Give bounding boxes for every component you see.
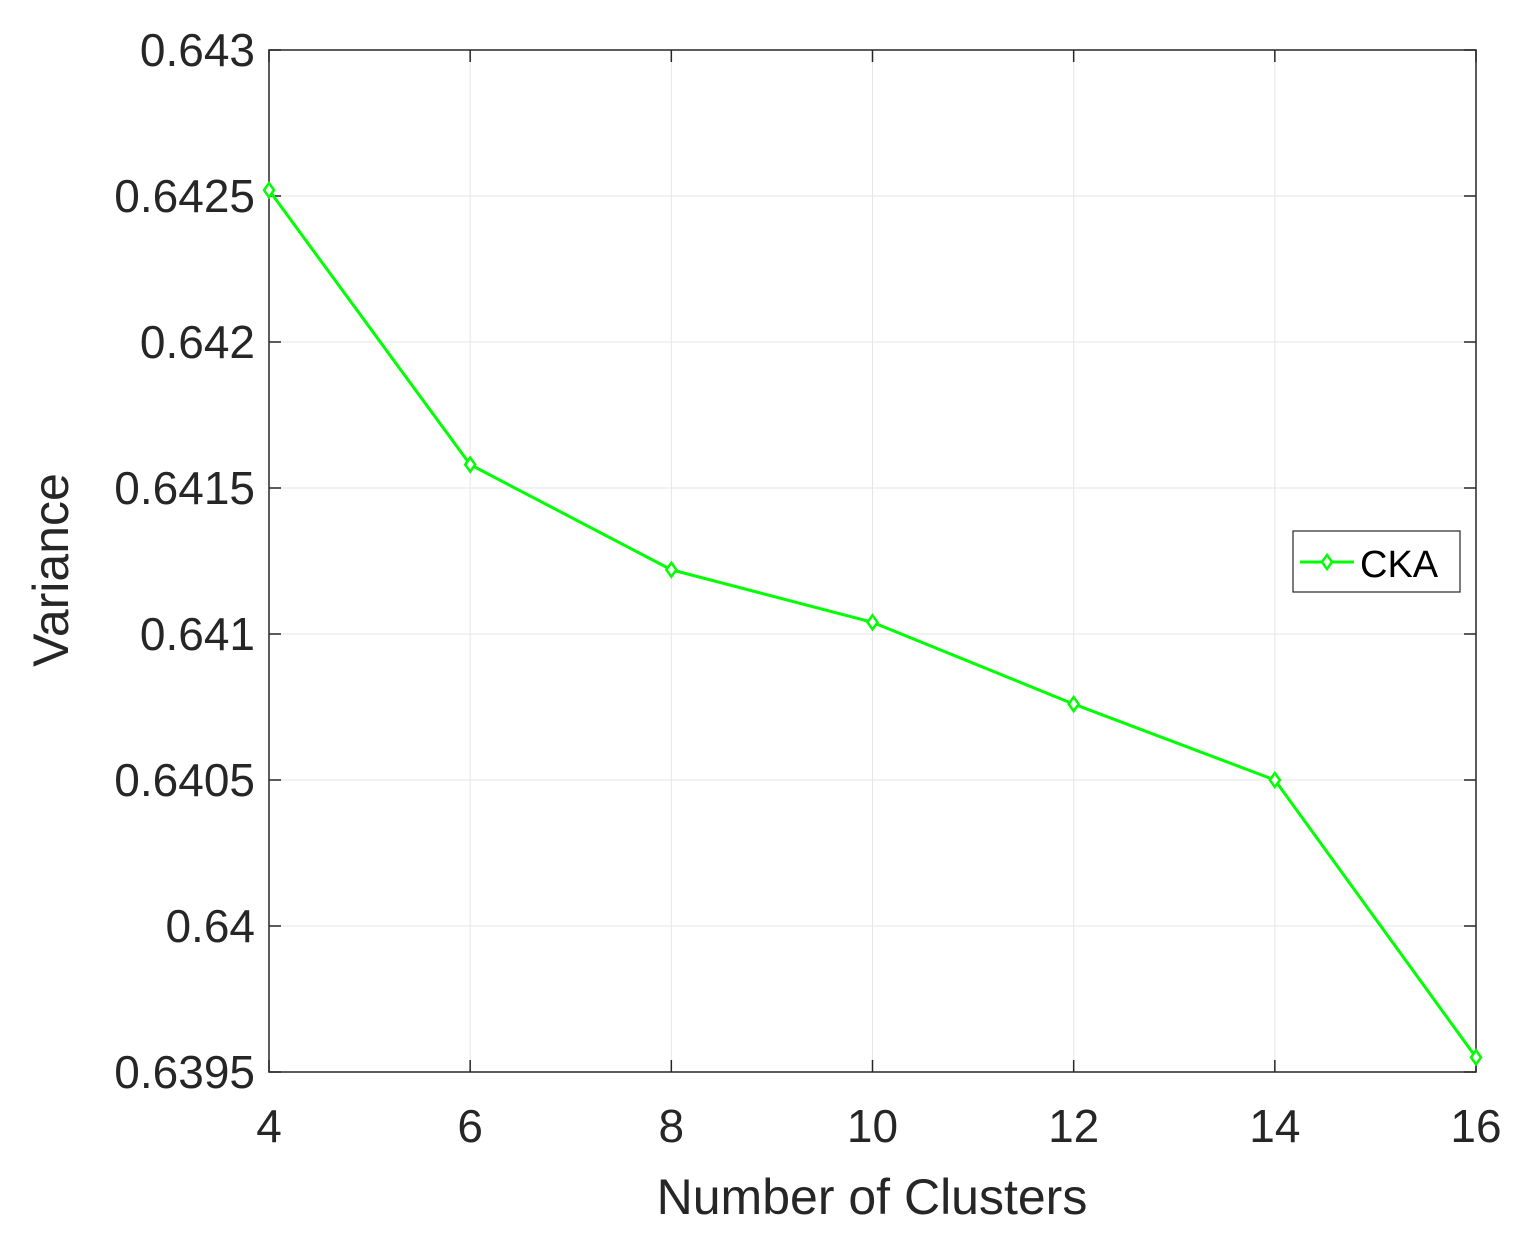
x-tick-label: 12 bbox=[1048, 1100, 1099, 1152]
legend-marker-cka bbox=[1320, 552, 1334, 572]
y-tick-label: 0.642 bbox=[140, 316, 255, 368]
y-axis-title: Variance bbox=[23, 473, 79, 667]
legend-label-cka: CKA bbox=[1360, 544, 1439, 586]
data-point bbox=[1268, 770, 1282, 790]
data-point bbox=[865, 613, 880, 632]
x-tick-label: 6 bbox=[457, 1100, 483, 1152]
y-tick-label: 0.64 bbox=[165, 900, 255, 952]
data-point bbox=[262, 181, 276, 200]
x-tick-label: 8 bbox=[659, 1100, 685, 1152]
series-layer bbox=[262, 181, 1483, 1067]
x-tick-label: 16 bbox=[1450, 1100, 1501, 1152]
data-point bbox=[1067, 694, 1081, 714]
x-tick-labels: 4 6 8 10 12 14 16 bbox=[256, 1100, 1501, 1152]
x-tick-label: 14 bbox=[1249, 1100, 1300, 1152]
x-axis-title: Number of Clusters bbox=[657, 1169, 1088, 1225]
legend: CKA bbox=[1292, 530, 1461, 593]
y-tick-labels: 0.6395 0.64 0.6405 0.641 0.6415 0.642 0.6425 0.… bbox=[114, 24, 255, 1098]
y-tick-label: 0.6395 bbox=[114, 1046, 255, 1098]
y-tick-label: 0.6405 bbox=[114, 754, 255, 806]
axis-ticks bbox=[268, 49, 1477, 1073]
x-tick-label: 4 bbox=[256, 1100, 282, 1152]
data-point bbox=[664, 560, 678, 579]
data-point bbox=[1469, 1048, 1483, 1067]
y-tick-label: 0.641 bbox=[140, 608, 255, 660]
y-tick-label: 0.643 bbox=[140, 24, 255, 76]
y-tick-label: 0.6425 bbox=[114, 170, 255, 222]
data-point bbox=[463, 455, 477, 474]
y-tick-label: 0.6415 bbox=[114, 462, 255, 514]
x-tick-label: 10 bbox=[847, 1100, 898, 1152]
